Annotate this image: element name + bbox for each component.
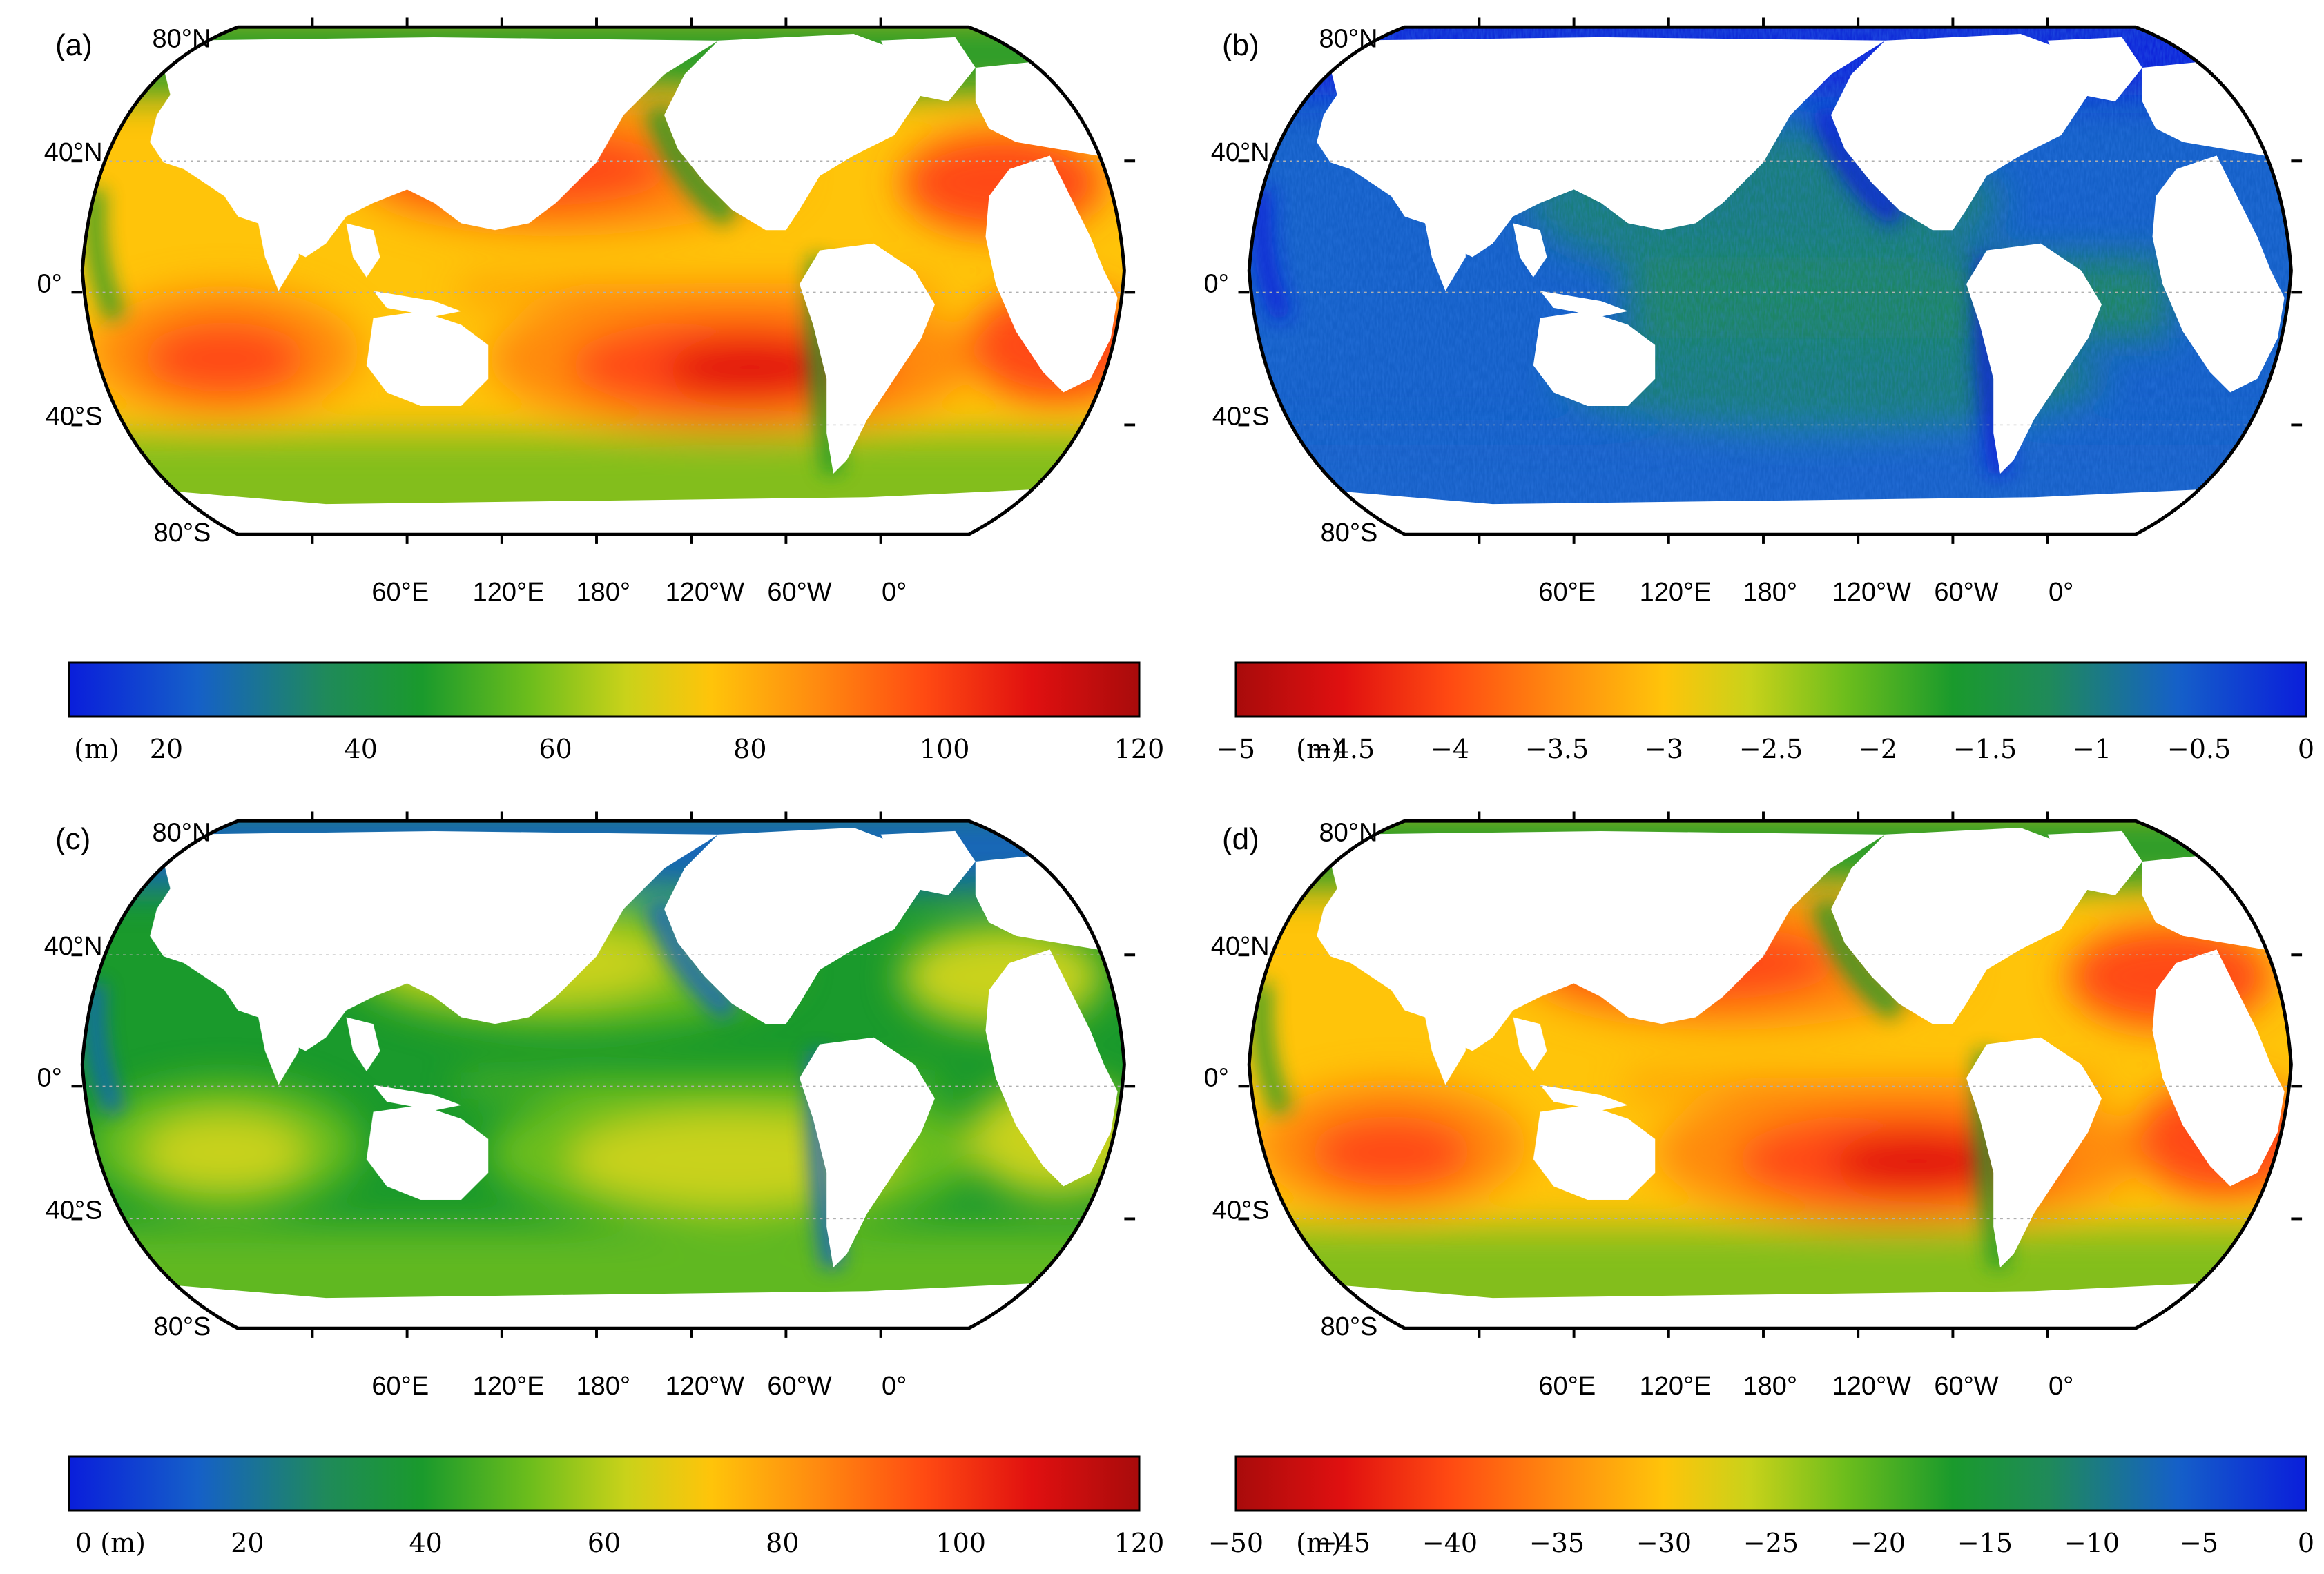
lat-label: 0° <box>37 269 61 298</box>
lon-label: 120°E <box>473 578 545 607</box>
map-body <box>1238 811 2303 1338</box>
colorbar-tick-label: 80 <box>766 1528 799 1558</box>
lat-label: 40°S <box>46 1196 103 1225</box>
colorbar-tick-label: −40 <box>1422 1528 1478 1558</box>
map-body <box>71 811 1136 1338</box>
colorbar-tick-label: −35 <box>1529 1528 1585 1558</box>
lat-label: 0° <box>1203 269 1228 298</box>
colorbar-tick-label: −5 <box>2180 1528 2218 1558</box>
lon-label: 60°E <box>1538 578 1596 607</box>
lon-label: 60°W <box>767 1372 831 1401</box>
lon-label: 0° <box>2049 1372 2073 1401</box>
colorbar-tick-label: −30 <box>1636 1528 1692 1558</box>
colorbar-tick-label: −15 <box>1957 1528 2013 1558</box>
colorbar: −5 (m)−4.5 −4 −3.5 −3 −2.5 −2 −1.5 −1 −0.5 0 <box>1217 661 2314 764</box>
colorbar: (m) 20 40 60 80 100 120 <box>68 661 1165 764</box>
lon-label: 180° <box>576 578 630 607</box>
lon-label: 120°W <box>666 578 745 607</box>
colorbar-tick-label: 40 <box>409 1528 442 1558</box>
lat-label: 40°S <box>1212 402 1270 431</box>
lon-label: 120°W <box>1832 578 1912 607</box>
lon-label: 120°E <box>473 1372 545 1401</box>
colorbar-tick-label: 120 <box>1114 1528 1165 1558</box>
lat-label: 0° <box>1203 1063 1228 1092</box>
lat-label: 40°S <box>46 402 103 431</box>
lon-label: 60°W <box>1934 1372 1998 1401</box>
colorbar-tick-label: 100 <box>920 734 970 764</box>
colorbar-tick-label: 60 <box>539 734 572 764</box>
colorbar-tick-label: −50 <box>1208 1528 1263 1558</box>
colorbar-tick-label: −2 <box>1859 734 1897 764</box>
colorbar: 0 (m) 20 40 60 80 100 120 <box>68 1455 1165 1558</box>
lon-label: 180° <box>1743 1372 1797 1401</box>
colorbar-tick-label: −1 <box>2073 734 2111 764</box>
lon-label: 120°E <box>1640 1372 1712 1401</box>
colorbar-tick-label: −3 <box>1645 734 1683 764</box>
lat-label: 80°N <box>1319 819 1377 848</box>
colorbar-tick-label: −45 <box>1315 1528 1371 1558</box>
lat-label: 80°S <box>154 518 211 547</box>
colorbar-tick-label: −20 <box>1850 1528 1906 1558</box>
lat-label: 80°N <box>152 25 211 54</box>
colorbar-tick-label: 0 (m) <box>75 1528 146 1558</box>
lon-label: 60°W <box>1934 578 1998 607</box>
lat-label: 40°N <box>1211 138 1270 167</box>
colorbar-tick-label: 40 <box>345 734 378 764</box>
lat-label: 80°S <box>154 1312 211 1341</box>
lon-label: 60°E <box>371 578 429 607</box>
map-panel: (b) 80°N 40°N 0° 40°S 80°S 60°E 120°E 180° 120°W 6… <box>1203 17 2314 764</box>
colorbar: −50 (m)−45 −40 −35 −30 −25 −20 −15 −10 −5 0 <box>1208 1455 2314 1558</box>
colorbar-tick-label: 100 <box>936 1528 986 1558</box>
colorbar-tick-label: 0 <box>2298 734 2314 764</box>
colorbar-tick-label: −10 <box>2064 1528 2120 1558</box>
lon-label: 120°E <box>1640 578 1712 607</box>
colorbar-tick-label: −4 <box>1431 734 1469 764</box>
colorbar-tick-label: −5 <box>1217 734 1255 764</box>
map-panel: (a) 80°N 40°N 0° 40°S 80°S 60°E 120°E 180° 120°W 6… <box>37 17 1165 764</box>
colorbar-tick-label: (m) <box>74 734 119 764</box>
colorbar-tick-label: −2.5 <box>1739 734 1803 764</box>
colorbar-tick-label: 80 <box>733 734 766 764</box>
colorbar-tick-label: 0 <box>2298 1528 2314 1558</box>
lon-label: 0° <box>2049 578 2073 607</box>
map-body <box>1238 17 2303 544</box>
lon-label: 60°E <box>1538 1372 1596 1401</box>
colorbar-tick-label: 120 <box>1114 734 1165 764</box>
lon-label: 120°W <box>1832 1372 1912 1401</box>
colorbar-tick-label: −25 <box>1743 1528 1799 1558</box>
lat-label: 80°S <box>1321 518 1378 547</box>
panel-letter: (a) <box>55 28 93 62</box>
colorbar-tick-label: −3.5 <box>1525 734 1589 764</box>
lon-label: 60°W <box>767 578 831 607</box>
panel-letter: (c) <box>55 822 90 856</box>
colorbar-tick-label: −1.5 <box>1953 734 2017 764</box>
map-panel: (d) 80°N 40°N 0° 40°S 80°S 60°E 120°E 180° 120°W 6… <box>1203 811 2314 1558</box>
lat-label: 80°N <box>152 819 211 848</box>
colorbar-tick-label: 20 <box>231 1528 264 1558</box>
lon-label: 0° <box>882 1372 907 1401</box>
lat-label: 80°N <box>1319 25 1377 54</box>
colorbar-tick-label: −0.5 <box>2167 734 2231 764</box>
lon-label: 120°W <box>666 1372 745 1401</box>
panel-letter: (b) <box>1222 28 1259 62</box>
colorbar-tick-label: (m) <box>1296 734 1342 764</box>
lon-label: 180° <box>576 1372 630 1401</box>
lat-label: 40°N <box>44 932 103 961</box>
lon-label: 180° <box>1743 578 1797 607</box>
map-panel: (c) 80°N 40°N 0° 40°S 80°S 60°E 120°E 180° 120°W 6… <box>37 811 1165 1558</box>
colorbar-tick-label: 20 <box>150 734 183 764</box>
lon-label: 0° <box>882 578 907 607</box>
lon-label: 60°E <box>371 1372 429 1401</box>
colorbar-tick-label: (m) <box>1296 1528 1342 1558</box>
colorbar-tick-label: −4.5 <box>1311 734 1375 764</box>
colorbar-tick-label: 60 <box>588 1528 621 1558</box>
lat-label: 40°N <box>1211 932 1270 961</box>
lat-label: 80°S <box>1321 1312 1378 1341</box>
panel-letter: (d) <box>1222 822 1259 856</box>
lat-label: 0° <box>37 1063 61 1092</box>
lat-label: 40°N <box>44 138 103 167</box>
map-body <box>71 17 1136 544</box>
lat-label: 40°S <box>1212 1196 1270 1225</box>
